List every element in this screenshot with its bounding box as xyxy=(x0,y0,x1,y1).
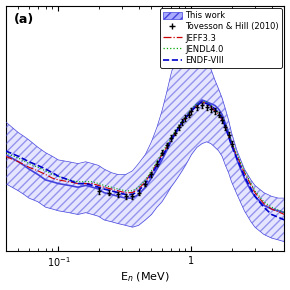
Legend: This work, Tovesson & Hill (2010), JEFF3.3, JENDL4.0, ENDF-VIII: This work, Tovesson & Hill (2010), JEFF3… xyxy=(160,8,282,68)
Text: (a): (a) xyxy=(14,13,34,26)
X-axis label: E$_n$ (MeV): E$_n$ (MeV) xyxy=(120,271,170,284)
